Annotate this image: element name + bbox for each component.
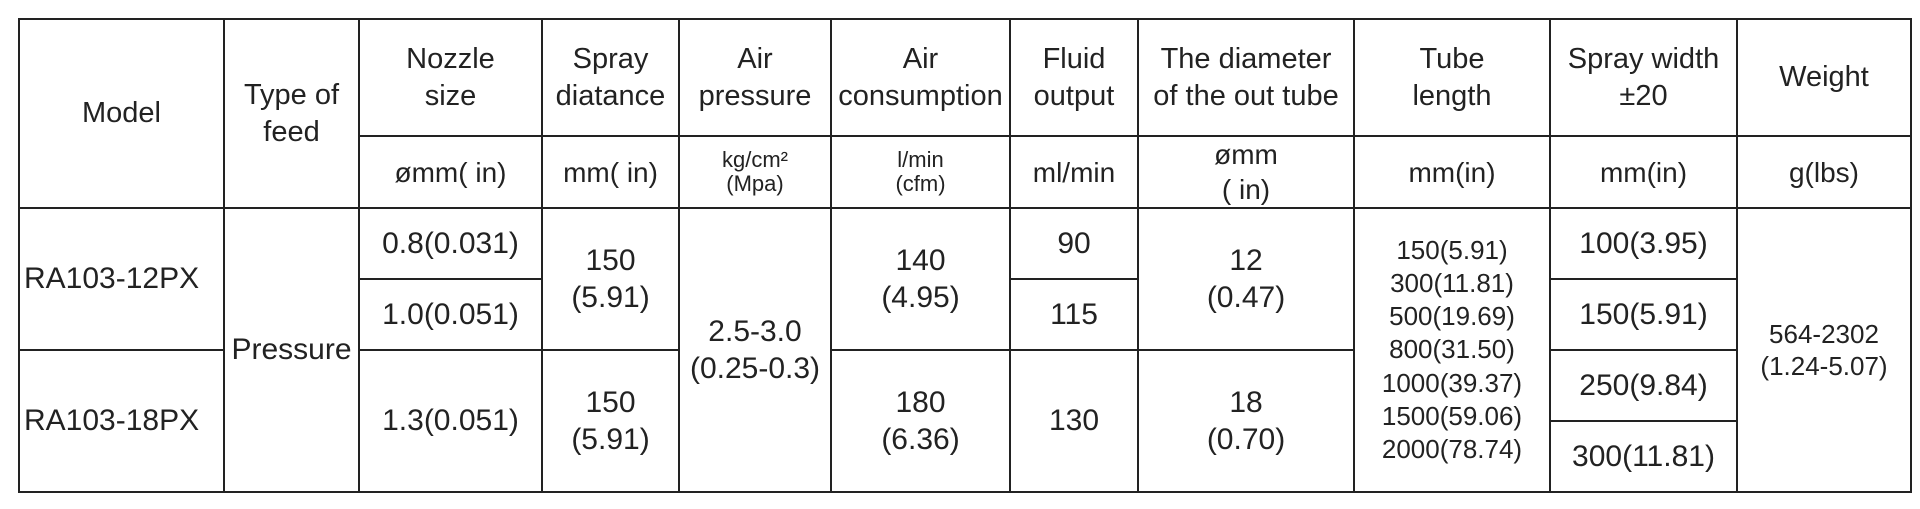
unit-cell: ml/min [1009,135,1139,209]
pressure-cell: 2.5-3.0 (0.25-0.3) [678,207,832,493]
header-cell: Tube length [1353,18,1551,137]
header-cell: Spray diatance [541,18,680,137]
header-cell: Weight [1736,18,1912,137]
data-row: RA103-18PX 1.3(0.051) 150 (5.91) 180 (6.… [18,349,1911,493]
distance-cell: 150 (5.91) [541,349,680,493]
spec-table: Model Type of feed Nozzle size Spray dia… [18,18,1912,493]
spray-width-cell: 100(3.95) [1549,207,1738,280]
consumption-cell: 140 (4.95) [830,207,1011,351]
unit-cell: mm(in) [1353,135,1551,209]
data-row: 300(11.81) [19,420,1911,493]
spray-width-cell: 250(9.84) [1549,349,1738,422]
model-cell: RA103-18PX [18,349,225,493]
unit-cell: l/min (cfm) [830,135,1011,209]
spray-width-cell: 300(11.81) [1549,420,1738,493]
fluid-cell: 130 [1009,349,1139,493]
header-cell: Type of feed [223,18,360,209]
nozzle-cell: 1.0(0.051) [358,278,543,351]
header-cell: Spray width ±20 [1549,18,1738,137]
data-row: RA103-12PX Pressure 0.8(0.031) 150 (5.91… [18,207,1912,493]
unit-cell: mm(in) [1549,135,1738,209]
feed-cell: Pressure [223,207,360,493]
nozzle-cell: 1.3(0.051) [358,349,543,493]
header-cell: Model [18,18,225,209]
header-cell: Air pressure [678,18,832,137]
header-cell: Air consumption [830,18,1011,137]
unit-cell: mm( in) [541,135,680,209]
unit-cell: ømm( in) [358,135,543,209]
header-cell: Fluid output [1009,18,1139,137]
header-row: Model Type of feed Nozzle size Spray dia… [18,18,1912,209]
weight-cell: 564-2302 (1.24-5.07) [1736,207,1912,493]
fluid-cell: 115 [1009,278,1139,351]
spray-width-cell: 150(5.91) [1549,278,1738,351]
fluid-cell: 90 [1009,207,1139,280]
header-cell: The diameter of the out tube [1137,18,1355,137]
data-row: 1.0(0.051) 115 150(5.91) [19,278,1911,351]
units-row: ømm( in) mm( in) kg/cm² (Mpa) l/min (cfm… [19,135,1912,209]
diameter-cell: 18 (0.70) [1137,349,1355,493]
unit-cell: kg/cm² (Mpa) [678,135,832,209]
tube-length-cell: 150(5.91) 300(11.81) 500(19.69) 800(31.5… [1353,207,1551,493]
unit-cell: ømm ( in) [1137,135,1355,209]
header-cell: Nozzle size [358,18,543,137]
nozzle-cell: 0.8(0.031) [358,207,543,280]
unit-cell: g(lbs) [1736,135,1912,209]
diameter-cell: 12 (0.47) [1137,207,1355,351]
distance-cell: 150 (5.91) [541,207,680,351]
model-cell: RA103-12PX [18,207,225,351]
consumption-cell: 180 (6.36) [830,349,1011,493]
